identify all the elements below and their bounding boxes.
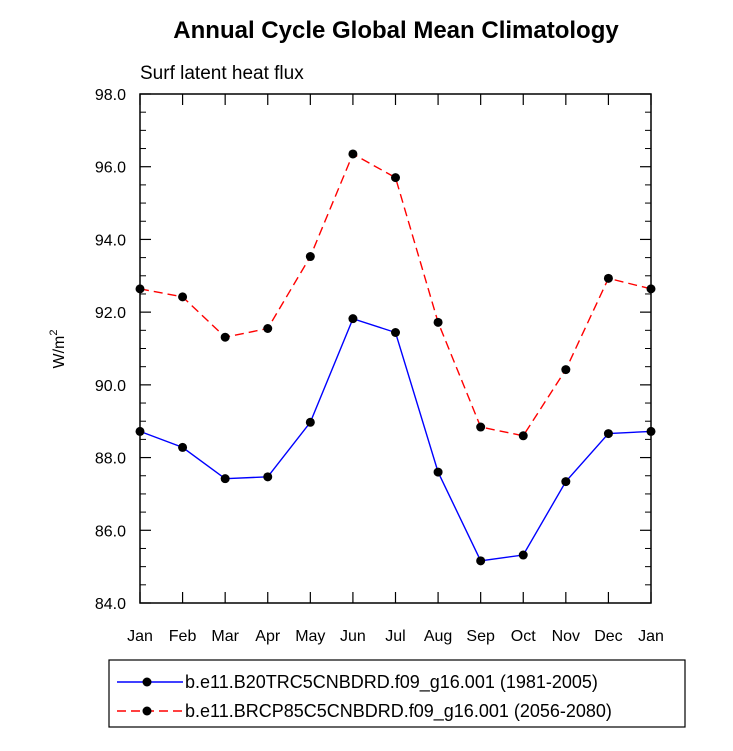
plot-series <box>135 149 656 566</box>
series-2-point <box>178 292 188 302</box>
series-2-point <box>220 332 230 342</box>
legend-box <box>108 659 686 728</box>
x-tick-label: Feb <box>169 628 197 645</box>
y-tick-label: 96.0 <box>95 160 126 177</box>
plot-frame <box>139 93 652 604</box>
legend-entries: b.e11.B20TRC5CNBDRD.f09_g16.001 (1981-20… <box>117 672 612 722</box>
series-2-point <box>391 173 400 183</box>
series-line-1 <box>139 317 652 562</box>
series-2-point <box>561 365 571 375</box>
series-1-point <box>518 550 528 560</box>
series-2-point <box>603 273 613 283</box>
x-tick-label: Dec <box>594 628 622 645</box>
series-1-point <box>391 328 400 338</box>
chart-subtitle: Surf latent heat flux <box>140 63 304 84</box>
series-1-point <box>476 556 486 566</box>
series-1-point <box>305 417 315 427</box>
x-tick-label: Jan <box>127 628 153 645</box>
y-axis-label-exponent: 2 <box>48 330 60 336</box>
x-tick-label: Oct <box>511 628 536 645</box>
y-tick-label: 88.0 <box>95 451 126 468</box>
x-tick-label: Jul <box>385 628 405 645</box>
y-tick-label: 90.0 <box>95 378 126 395</box>
x-tick-label: Mar <box>211 628 239 645</box>
chart-title: Annual Cycle Global Mean Climatology <box>173 17 619 44</box>
x-tick-label: Sep <box>466 628 495 645</box>
series-2-point <box>305 252 315 262</box>
legend-label-1: b.e11.B20TRC5CNBDRD.f09_g16.001 (1981-20… <box>185 672 598 693</box>
series-1-point <box>178 442 188 452</box>
y-tick-label: 98.0 <box>95 87 126 104</box>
legend-marker-2 <box>142 706 152 716</box>
x-tick-label: Apr <box>255 628 281 645</box>
series-1-point <box>220 474 230 484</box>
series-2-point <box>433 317 443 327</box>
x-tick-label: Jun <box>340 628 366 645</box>
series-1-point <box>561 477 571 487</box>
x-tick-label: Jan <box>638 628 664 645</box>
series-1-point <box>348 314 358 324</box>
series-2-point <box>348 149 358 159</box>
series-2-point <box>263 324 273 334</box>
y-tick-labels: 84.0 86.0 88.0 90.0 92.0 94.0 96.0 98.0 <box>95 87 126 613</box>
axis-ticks <box>139 93 652 604</box>
series-2-point <box>518 431 528 441</box>
series-1-point <box>603 429 613 439</box>
x-tick-label: Nov <box>552 628 580 645</box>
series-2-point <box>476 422 486 432</box>
y-tick-label: 92.0 <box>95 305 126 322</box>
y-axis-label-base: W/m <box>51 336 68 369</box>
y-tick-label: 86.0 <box>95 523 126 540</box>
y-axis-label: W/m2 <box>48 330 68 369</box>
y-tick-label: 84.0 <box>95 596 126 613</box>
legend: b.e11.B20TRC5CNBDRD.f09_g16.001 (1981-20… <box>108 659 686 728</box>
x-tick-labels: Jan Feb Mar Apr May Jun Jul Aug Sep Oct Nov Dec Jan <box>127 628 664 645</box>
legend-marker-1 <box>142 677 152 687</box>
series-1-point <box>263 472 273 482</box>
x-tick-label: May <box>295 628 325 645</box>
series-line-2 <box>139 152 652 437</box>
legend-label-2: b.e11.BRCP85C5CNBDRD.f09_g16.001 (2056-2… <box>185 701 612 722</box>
x-tick-label: Aug <box>424 628 452 645</box>
y-tick-label: 94.0 <box>95 232 126 249</box>
series-1-point <box>433 467 443 477</box>
